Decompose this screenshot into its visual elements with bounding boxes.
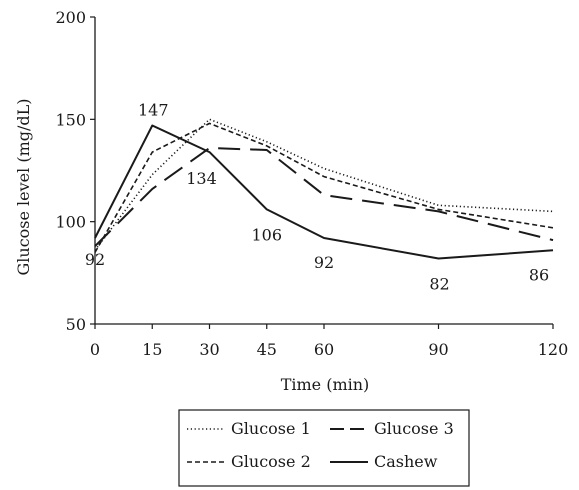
data-label: 106 bbox=[251, 225, 282, 244]
series-line-glucose-2 bbox=[94, 122, 554, 253]
series-line-glucose-3 bbox=[94, 147, 554, 247]
x-tick-label: 60 bbox=[314, 340, 334, 359]
x-ticks: 0 15 30 45 60 90 120 bbox=[90, 324, 568, 359]
series-line-glucose-1 bbox=[94, 118, 554, 251]
y-tick-label: 50 bbox=[66, 315, 86, 334]
data-label: 134 bbox=[186, 169, 217, 188]
data-label: 86 bbox=[529, 265, 549, 284]
data-label: 82 bbox=[429, 275, 449, 294]
legend: Glucose 1 Glucose 2 Glucose 3 Cashew bbox=[178, 409, 470, 487]
data-label: 92 bbox=[314, 253, 334, 272]
y-axis-title: Glucose level (mg/dL) bbox=[14, 98, 33, 275]
x-axis-title: Time (min) bbox=[281, 375, 370, 394]
legend-label-glucose-1: Glucose 1 bbox=[231, 419, 311, 438]
x-tick-label: 120 bbox=[538, 340, 569, 359]
y-ticks: 50 100 150 200 bbox=[55, 8, 95, 334]
legend-label-glucose-3: Glucose 3 bbox=[374, 419, 454, 438]
y-tick-label: 150 bbox=[55, 110, 86, 129]
x-tick-label: 15 bbox=[142, 340, 162, 359]
series-lines bbox=[94, 118, 554, 260]
series-line-cashew bbox=[94, 124, 554, 260]
x-tick-label: 0 bbox=[90, 340, 100, 359]
y-tick-label: 200 bbox=[55, 8, 86, 27]
y-tick-label: 100 bbox=[55, 213, 86, 232]
x-tick-label: 45 bbox=[257, 340, 277, 359]
x-tick-label: 90 bbox=[428, 340, 448, 359]
axes bbox=[94, 17, 553, 325]
legend-label-cashew: Cashew bbox=[374, 452, 438, 471]
legend-box bbox=[178, 409, 470, 487]
data-label: 147 bbox=[138, 100, 169, 119]
data-label: 92 bbox=[85, 250, 105, 269]
data-labels: 92 147 134 106 92 82 86 bbox=[85, 100, 549, 293]
x-tick-label: 30 bbox=[199, 340, 219, 359]
legend-label-glucose-2: Glucose 2 bbox=[231, 452, 311, 471]
